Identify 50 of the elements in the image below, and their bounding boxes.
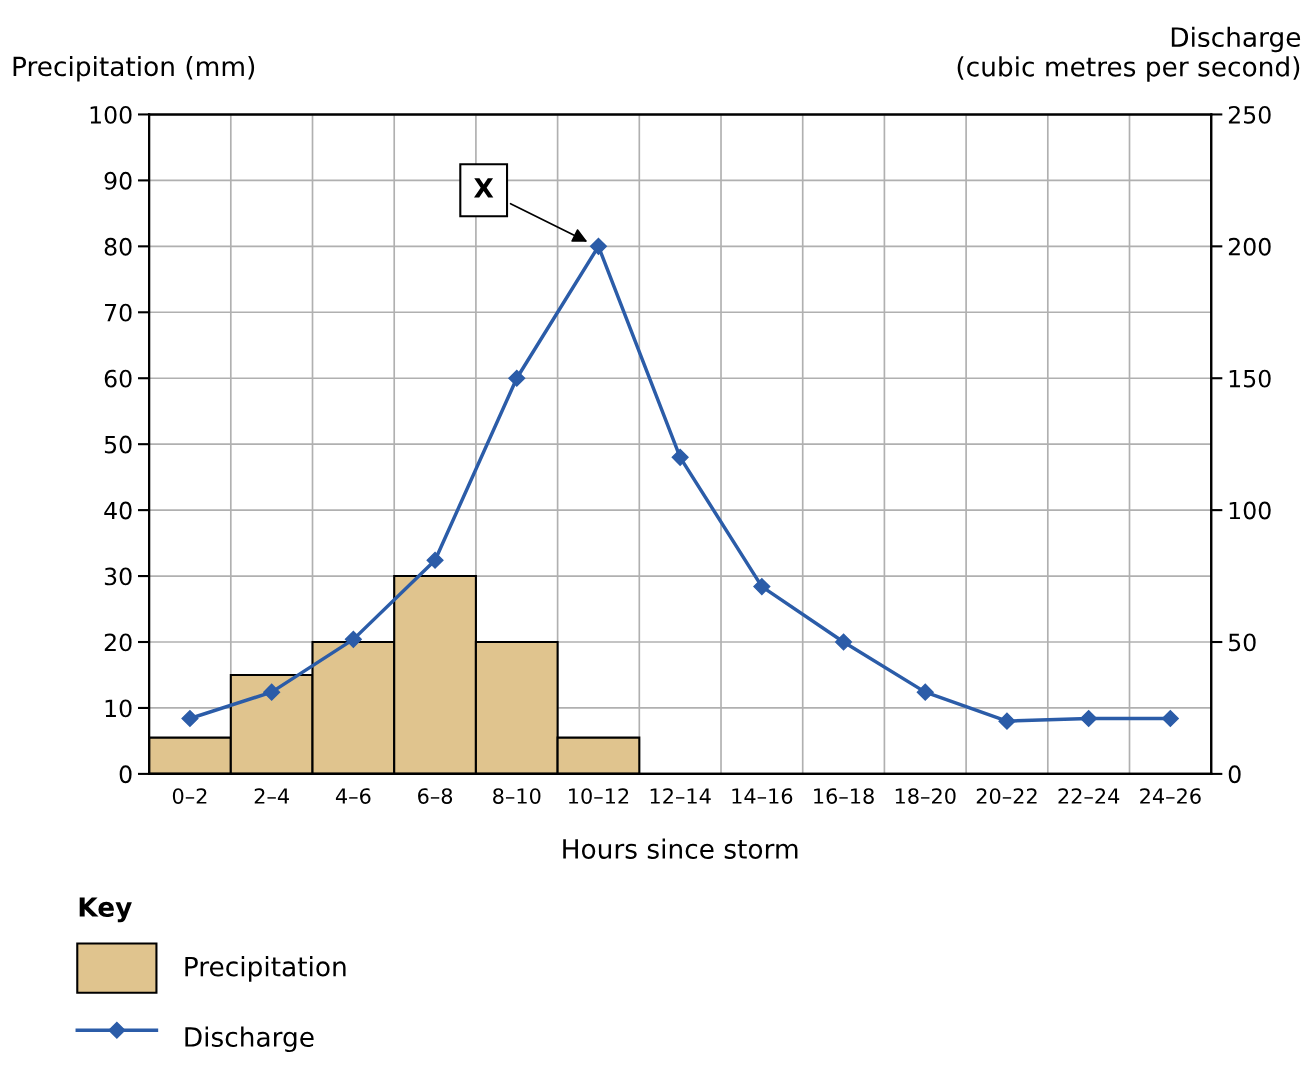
point <box>753 578 771 596</box>
y-tick-label: 10 <box>105 699 132 718</box>
y-tick-label: 40 <box>104 501 132 520</box>
x-tick-label: 20–22 <box>976 788 1037 804</box>
point <box>263 683 281 701</box>
y2-tick-label: 250 <box>1228 105 1271 124</box>
y2-tick-label: 0 <box>1228 765 1241 784</box>
x-tick-label: 16–18 <box>814 788 874 804</box>
y-tick-label: 0 <box>119 765 132 784</box>
y-tick-label: 30 <box>104 567 132 586</box>
point <box>508 369 526 387</box>
y2-tick-label: 50 <box>1229 633 1256 652</box>
point <box>998 712 1016 730</box>
y-tick-label: 90 <box>104 171 132 190</box>
x-tick-label: 2–4 <box>254 788 289 804</box>
point <box>1080 709 1098 728</box>
y2-tick-label: 100 <box>1229 501 1271 520</box>
x-tick-label: 0–2 <box>172 788 207 804</box>
x-tick-label: 22–24 <box>1058 788 1120 804</box>
point <box>916 683 934 701</box>
x-tick-label: 12–14 <box>650 788 711 804</box>
point <box>671 448 689 466</box>
y2-tick-label: 200 <box>1228 237 1271 256</box>
x-tick-label: 4–6 <box>335 788 371 804</box>
legend-label: Discharge <box>185 1026 314 1053</box>
legend-label: Precipitation <box>185 956 346 982</box>
point <box>426 551 444 569</box>
y-tick-label: 70 <box>105 303 132 322</box>
y-axis-title: Precipitation (mm) <box>13 55 255 82</box>
x-tick-label: 10–12 <box>569 788 629 804</box>
y-tick-label: 80 <box>104 237 132 256</box>
point <box>344 630 362 648</box>
legend-title: Key <box>79 897 132 923</box>
x-tick-label: 14–16 <box>732 788 793 804</box>
x-tick-label: 18–20 <box>895 788 956 804</box>
point <box>1161 709 1179 728</box>
x-tick-label: 6–8 <box>418 788 453 804</box>
y-tick-label: 50 <box>104 435 132 454</box>
point <box>589 237 608 255</box>
x-tick-label: 24–26 <box>1140 788 1201 804</box>
x-axis-title: Hours since storm <box>563 838 798 859</box>
point <box>835 633 853 651</box>
y-tick-label: 60 <box>104 369 132 388</box>
y2-axis-title: Discharge (cubic metres per second) <box>957 26 1301 82</box>
y-tick-label: 20 <box>104 633 132 652</box>
point <box>181 709 199 728</box>
y2-tick-label: 150 <box>1229 369 1271 388</box>
y-tick-label: 100 <box>90 105 132 124</box>
x-tick-label: 8–10 <box>493 788 541 804</box>
annotation: X <box>474 178 494 198</box>
